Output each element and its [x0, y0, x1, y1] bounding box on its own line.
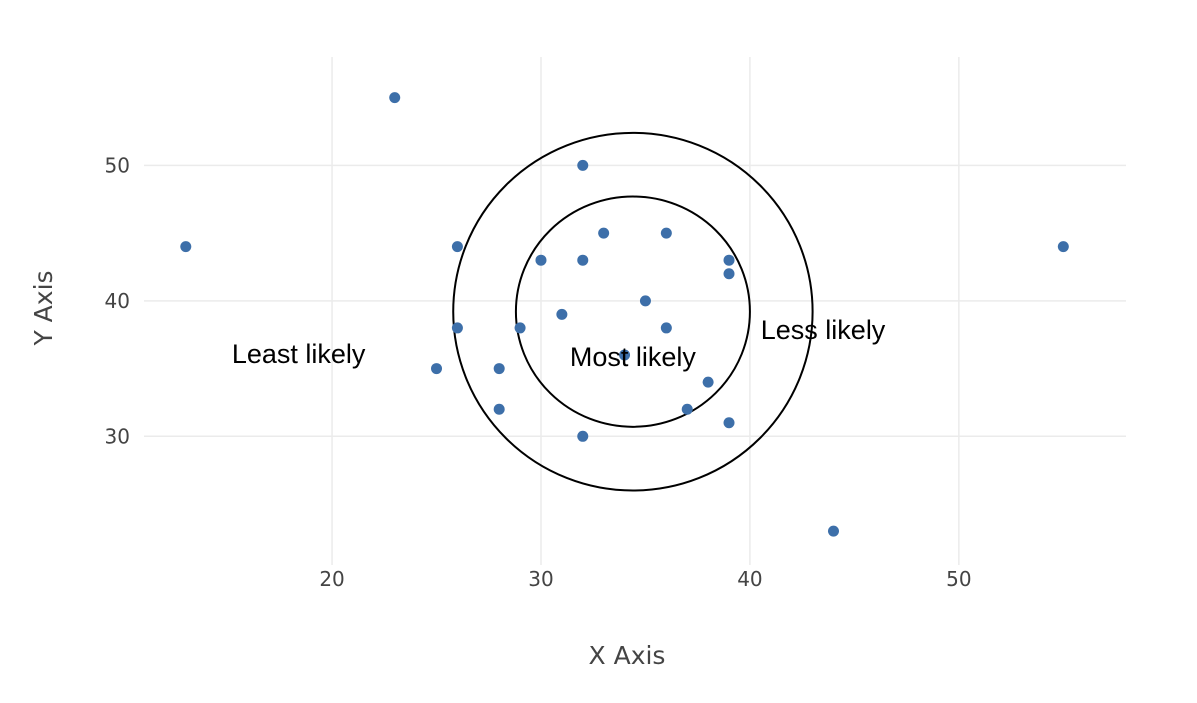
data-point [493, 363, 505, 375]
data-point [723, 254, 735, 266]
data-point [577, 430, 589, 442]
data-point [577, 254, 589, 266]
data-point [451, 322, 463, 334]
data-point [389, 92, 401, 104]
annotation-label: Most likely [570, 342, 697, 372]
data-point [681, 403, 693, 415]
x-tick-label: 20 [319, 567, 344, 591]
data-point [723, 417, 735, 429]
data-point [702, 376, 714, 388]
likelihood-circles [452, 131, 814, 492]
data-point [493, 403, 505, 415]
data-point [598, 227, 610, 239]
data-point [514, 322, 526, 334]
annotation-label: Less likely [761, 315, 886, 345]
data-point [556, 308, 568, 320]
x-axis-title: X Axis [589, 641, 666, 670]
gridlines [144, 57, 1126, 565]
data-points [180, 92, 1069, 537]
annotations: Most likely Less likely Least likely [232, 315, 886, 372]
likelihood-circle [514, 195, 751, 428]
x-tick-label: 40 [737, 567, 762, 591]
data-point [723, 268, 735, 280]
y-tick-label: 30 [105, 424, 130, 448]
data-point [660, 322, 672, 334]
y-tick-label: 50 [105, 153, 130, 177]
data-point [639, 295, 651, 307]
x-tick-label: 50 [946, 567, 971, 591]
tick-labels: 20 30 40 50 30 40 50 [105, 153, 972, 591]
data-point [827, 525, 839, 537]
annotation-label: Least likely [232, 339, 366, 369]
y-tick-label: 40 [105, 289, 130, 313]
data-point [180, 241, 192, 253]
data-point [451, 241, 463, 253]
y-axis-title: Y Axis [29, 270, 58, 346]
data-point [431, 363, 443, 375]
data-point [660, 227, 672, 239]
data-point [535, 254, 547, 266]
data-point [1057, 241, 1069, 253]
x-tick-label: 30 [528, 567, 553, 591]
data-point [577, 159, 589, 171]
data-point [619, 349, 631, 361]
likelihood-circle [452, 131, 814, 492]
